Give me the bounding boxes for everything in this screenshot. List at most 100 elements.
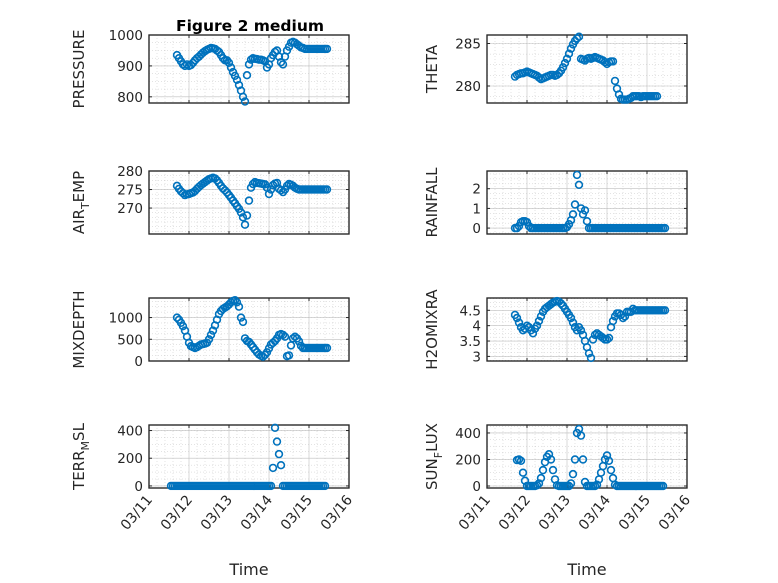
data-point: [242, 211, 252, 220]
subplot-7: 0 200 400 TERRMSL 03/11 03/12 03/13 03/14 03/15 0…: [70, 422, 356, 579]
x-tick-label: 03/13: [198, 492, 236, 533]
data-point: [238, 92, 248, 102]
y-label-rest: LUX: [423, 423, 441, 452]
y-tick-label: 2: [472, 182, 481, 198]
data-point: [514, 318, 524, 327]
figure-title: Figure 2 medium: [176, 17, 324, 35]
data-point: [572, 34, 582, 43]
subplot-2: 280 285 THETA: [423, 32, 688, 104]
data-point: [238, 317, 248, 327]
data-point: [276, 57, 286, 67]
axes-frame: [486, 297, 688, 362]
y-tick-label: 1000: [109, 311, 143, 327]
data-point: [512, 223, 522, 233]
data-point: [532, 481, 542, 490]
x-tick-label: 03/11: [118, 492, 156, 533]
data-point: [610, 76, 620, 86]
y-tick-label: 400: [455, 426, 481, 442]
data-point: [560, 58, 570, 68]
y-tick-label: 4.5: [460, 303, 481, 319]
data-point: [266, 481, 276, 491]
data-point: [224, 58, 234, 67]
data-point: [322, 44, 332, 54]
y-tick-label: 270: [117, 201, 143, 217]
data-point: [548, 465, 558, 475]
data-point: [232, 298, 242, 307]
data-point: [294, 337, 304, 346]
y-tick-label: 280: [117, 164, 143, 180]
y-axis-label: AIRTEMP: [70, 171, 92, 234]
data-point: [652, 91, 662, 101]
x-tick-label: 03/13: [536, 492, 574, 533]
y-label-main: SUN: [423, 458, 441, 490]
data-point: [564, 49, 574, 58]
data-point: [572, 170, 582, 180]
y-tick-label: 285: [455, 37, 481, 53]
data-point: [230, 71, 240, 81]
y-tick-label: 3: [472, 349, 481, 365]
x-axis-label: Time: [566, 560, 606, 579]
data-point: [240, 97, 250, 106]
y-tick-label: 1000: [109, 28, 143, 44]
data-point: [536, 473, 546, 483]
data-point: [604, 333, 614, 343]
data-point: [538, 465, 548, 475]
x-tick-label: 03/15: [616, 492, 654, 533]
y-axis-label: H2OMIXRA: [423, 289, 441, 370]
y-tick-label: 0: [134, 479, 143, 495]
data-point: [578, 455, 588, 464]
y-label-rest: EMP: [70, 171, 88, 202]
data-point: [568, 210, 578, 219]
axes-frame: [486, 170, 688, 235]
data-point: [172, 313, 182, 322]
data-point: [564, 220, 574, 229]
y-label-main: AIR: [70, 209, 88, 234]
data-point: [614, 90, 624, 99]
subplot-8: 0 200 400 SUNFLUX 03/11 03/12 03/13 03/14 03/15 0…: [423, 423, 694, 579]
data-point: [178, 322, 188, 331]
data-point: [208, 326, 218, 335]
data-point: [322, 185, 332, 194]
x-tick-label: 03/14: [576, 492, 614, 533]
data-point: [546, 455, 556, 464]
x-tick-label: 03/16: [318, 492, 356, 533]
axes-box: [148, 424, 350, 489]
data-point: [658, 481, 668, 491]
subplot-5: 0 500 1000 MIXDEPTH: [70, 290, 350, 370]
y-label-main: TERR: [70, 450, 88, 491]
data-point: [264, 189, 274, 199]
data-point: [600, 455, 610, 464]
data-point: [566, 313, 576, 323]
data-point: [532, 321, 542, 330]
data-point: [236, 313, 246, 322]
data-point: [518, 468, 528, 477]
y-tick-label: 400: [117, 424, 143, 440]
data-point: [574, 32, 584, 41]
subplot-1: 800 900 1000 PRESSURE: [70, 28, 350, 108]
subplot-3: 270 275 280 AIRTEMP: [70, 164, 350, 235]
data-point: [284, 42, 294, 51]
data-point: [230, 296, 240, 305]
data-point: [618, 313, 628, 323]
data-point: [266, 185, 276, 194]
data-point: [268, 463, 278, 473]
data-point: [512, 313, 522, 323]
data-point: [278, 60, 288, 69]
x-tick-label: 03/11: [456, 492, 494, 533]
data-point: [280, 332, 290, 341]
data-point: [234, 302, 244, 311]
data-point: [608, 57, 618, 66]
y-label-subscript: F: [432, 452, 445, 458]
data-point: [580, 206, 590, 215]
data-point: [220, 186, 230, 195]
data-point: [558, 63, 568, 72]
data-point: [570, 200, 580, 209]
data-point: [274, 449, 284, 459]
y-label-subscript: T: [79, 202, 92, 210]
data-point: [606, 465, 616, 475]
data-point: [660, 306, 670, 315]
axes-frame: [148, 34, 350, 104]
x-axis-label: Time: [228, 560, 268, 579]
